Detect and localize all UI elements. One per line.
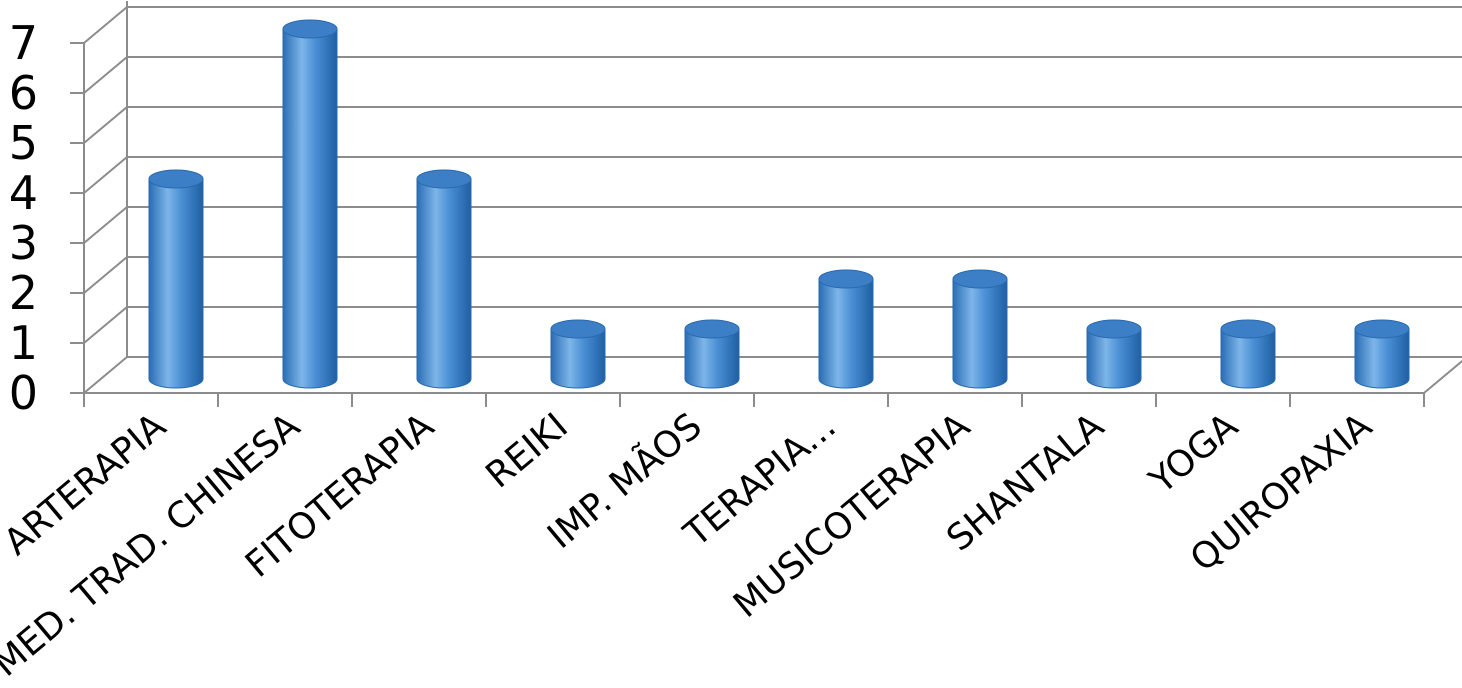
bars bbox=[148, 19, 1410, 389]
bar bbox=[1354, 319, 1410, 389]
bar-top bbox=[952, 269, 1008, 289]
y-tick-label: 7 bbox=[9, 16, 38, 70]
bar bbox=[550, 319, 606, 389]
bar-top bbox=[818, 269, 874, 289]
bar bbox=[148, 169, 204, 389]
x-tick-label: MUSICOTERAPIA bbox=[726, 405, 978, 626]
bar-body bbox=[282, 28, 338, 389]
y-tick-label: 3 bbox=[9, 216, 38, 270]
bar-body bbox=[952, 278, 1008, 389]
floor-right-edge bbox=[1423, 359, 1462, 394]
bar-body bbox=[684, 328, 740, 389]
bar bbox=[952, 269, 1008, 389]
bar-body bbox=[550, 328, 606, 389]
bar-top bbox=[148, 169, 204, 189]
bar bbox=[818, 269, 874, 389]
bar-body bbox=[818, 278, 874, 389]
x-tick-label: REIKI bbox=[478, 405, 575, 496]
bar-top bbox=[684, 319, 740, 339]
bar-body bbox=[1354, 328, 1410, 389]
y-tick-label: 5 bbox=[9, 116, 38, 170]
y-tick-label: 2 bbox=[9, 266, 38, 320]
bar bbox=[684, 319, 740, 389]
bar bbox=[416, 169, 472, 389]
bar-top bbox=[1220, 319, 1276, 339]
bar-top bbox=[1354, 319, 1410, 339]
bar bbox=[282, 19, 338, 389]
bar-top bbox=[282, 19, 338, 39]
bar-body bbox=[1220, 328, 1276, 389]
y-tick-label: 4 bbox=[9, 166, 38, 220]
x-tick-label: YOGA bbox=[1141, 405, 1246, 502]
bar-top bbox=[550, 319, 606, 339]
y-tick-label: 1 bbox=[9, 316, 38, 370]
y-tick-label: 6 bbox=[9, 66, 38, 120]
bar-top bbox=[416, 169, 472, 189]
bar-top bbox=[1086, 319, 1142, 339]
bar-body bbox=[148, 178, 204, 389]
bar-body bbox=[416, 178, 472, 389]
y-tick-label: 0 bbox=[9, 366, 38, 420]
bar bbox=[1086, 319, 1142, 389]
bar-body bbox=[1086, 328, 1142, 389]
bar bbox=[1220, 319, 1276, 389]
